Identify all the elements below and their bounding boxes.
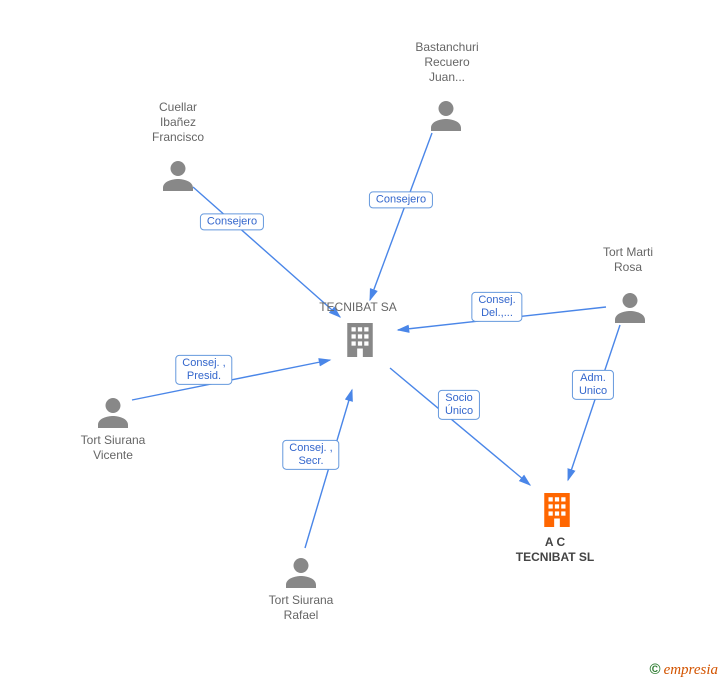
person-icon-tortvicente <box>95 395 131 431</box>
brand-text: empresia <box>664 662 718 678</box>
edge-label-6: Consej. , Secr. <box>282 440 339 470</box>
person-icon-tortrafael <box>283 555 319 591</box>
node-label-cuellar: Cuellar Ibañez Francisco <box>152 100 204 145</box>
person-icon-cuellar <box>160 158 196 194</box>
node-label-bastanchuri: Bastanchuri Recuero Juan... <box>415 40 478 85</box>
node-label-center: TECNIBAT SA <box>319 300 397 315</box>
edge-label-2: Consej. Del.,... <box>471 292 522 322</box>
building-icon-center <box>343 320 377 360</box>
person-icon-tortmarti <box>612 290 648 326</box>
edge-label-5: Consej. , Presid. <box>175 355 232 385</box>
edge-label-3: Adm. Unico <box>572 370 614 400</box>
node-label-tortvicente: Tort Siurana Vicente <box>81 433 146 463</box>
edge-label-0: Consejero <box>200 213 264 230</box>
person-icon-bastanchuri <box>428 98 464 134</box>
node-label-tortrafael: Tort Siurana Rafael <box>269 593 334 623</box>
building-icon-ac <box>540 490 574 530</box>
edge-label-4: Socio Único <box>438 390 480 420</box>
footer-brand: ©empresia <box>650 661 719 679</box>
node-label-ac: A C TECNIBAT SL <box>516 535 594 565</box>
copyright-symbol: © <box>650 661 661 678</box>
edge-label-1: Consejero <box>369 191 433 208</box>
network-diagram: Cuellar Ibañez Francisco Bastanchuri Rec… <box>0 0 728 685</box>
node-label-tortmarti: Tort Marti Rosa <box>603 245 653 275</box>
